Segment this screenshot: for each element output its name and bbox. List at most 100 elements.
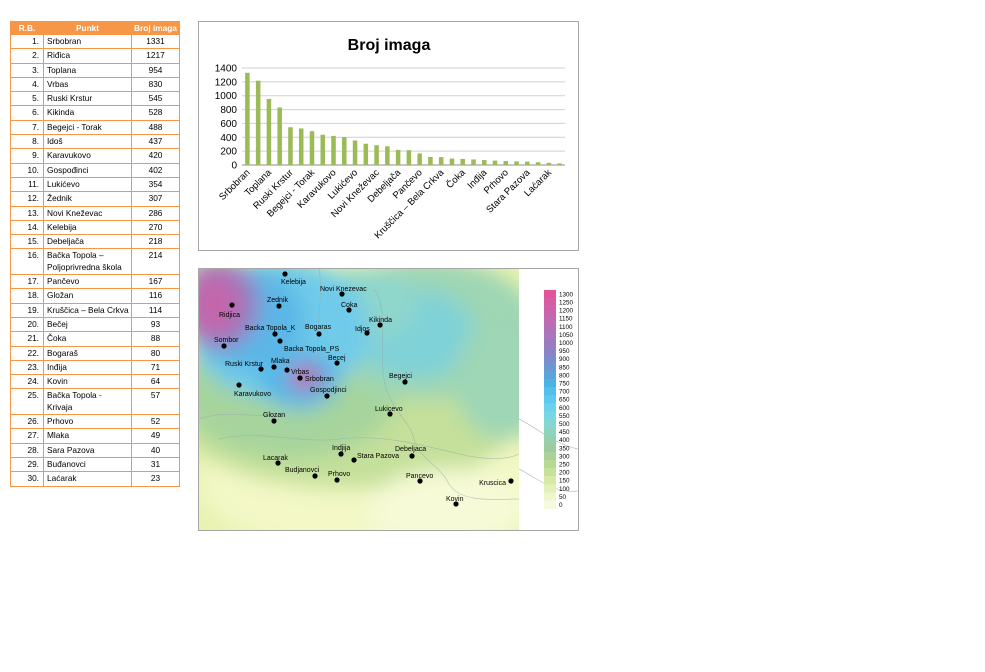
station-label: Kelebija bbox=[281, 279, 306, 286]
table-row: 21. Čoka 88 bbox=[10, 331, 180, 347]
station-dot bbox=[338, 451, 344, 457]
table-row: 18. Gložan 116 bbox=[10, 288, 180, 304]
row-punkt: Kruščica – Bela Crkva bbox=[43, 302, 132, 318]
bar bbox=[245, 72, 250, 165]
row-punkt: Srbobran bbox=[43, 33, 132, 50]
station-dot bbox=[312, 473, 318, 479]
row-number: 30. bbox=[10, 471, 44, 487]
row-broj-imaga: 167 bbox=[131, 274, 180, 290]
row-punkt: Kelebija bbox=[43, 219, 132, 236]
row-broj-imaga: 437 bbox=[131, 134, 180, 150]
row-number: 20. bbox=[10, 316, 44, 333]
row-number: 5. bbox=[10, 91, 44, 107]
y-tick-label: 1400 bbox=[215, 64, 238, 75]
row-broj-imaga: 57 bbox=[131, 388, 180, 416]
bar bbox=[492, 160, 498, 165]
legend-label: 1250 bbox=[559, 300, 574, 307]
bar bbox=[503, 161, 509, 165]
table-row: 15. Debeljača 218 bbox=[10, 234, 180, 250]
row-number: 11. bbox=[10, 176, 44, 193]
row-broj-imaga: 64 bbox=[131, 374, 180, 390]
row-number: 28. bbox=[10, 442, 44, 458]
legend-label: 950 bbox=[559, 348, 570, 355]
bar bbox=[557, 163, 562, 165]
legend-swatch bbox=[544, 362, 556, 372]
bar bbox=[460, 158, 465, 165]
legend-swatch bbox=[544, 395, 556, 404]
station-label: Backa Topola_PS bbox=[284, 346, 339, 353]
legend-label: 200 bbox=[559, 470, 570, 477]
row-number: 25. bbox=[10, 388, 44, 416]
legend-label: 850 bbox=[559, 364, 570, 371]
row-punkt: Sara Pazova bbox=[43, 442, 132, 458]
row-punkt: Prhovo bbox=[43, 414, 132, 430]
table-row: 29. Buđanovci 31 bbox=[10, 456, 180, 473]
legend-label: 500 bbox=[559, 421, 570, 428]
row-broj-imaga: 420 bbox=[131, 148, 180, 164]
bar bbox=[385, 146, 390, 165]
table-row: 10. Gospođinci 402 bbox=[10, 162, 180, 178]
row-broj-imaga: 354 bbox=[131, 176, 180, 193]
row-number: 14. bbox=[10, 219, 44, 236]
header-rb: R.B. bbox=[10, 21, 44, 35]
station-dot bbox=[272, 331, 278, 337]
bar bbox=[320, 134, 326, 165]
station-dot bbox=[334, 360, 340, 366]
bar bbox=[535, 162, 541, 165]
row-number: 7. bbox=[10, 119, 44, 136]
bar bbox=[417, 153, 422, 165]
station-label: Budjanovci bbox=[285, 467, 320, 474]
row-number: 21. bbox=[10, 331, 44, 347]
station-label: Kruscica bbox=[479, 480, 506, 487]
row-punkt: Vrbas bbox=[43, 76, 132, 93]
y-tick-label: 600 bbox=[220, 119, 237, 130]
table-row: 19. Kruščica – Bela Crkva 114 bbox=[10, 302, 180, 318]
station-dot bbox=[284, 367, 290, 373]
legend-label: 150 bbox=[559, 478, 570, 485]
table-row: 17. Pančevo 167 bbox=[10, 274, 180, 290]
legend-swatch bbox=[544, 468, 556, 477]
legend-label: 1000 bbox=[559, 340, 574, 347]
legend-label: 100 bbox=[559, 486, 570, 493]
station-dot bbox=[271, 364, 277, 370]
table-row: 7. Begejci - Torak 488 bbox=[10, 119, 180, 136]
bar bbox=[481, 160, 487, 165]
station-dot bbox=[221, 343, 227, 349]
row-number: 1. bbox=[10, 33, 44, 50]
table-row: 5. Ruski Krstur 545 bbox=[10, 91, 180, 107]
row-punkt: Čoka bbox=[43, 331, 132, 347]
legend-label: 250 bbox=[559, 462, 570, 469]
row-punkt: Begejci - Torak bbox=[43, 119, 132, 136]
row-number: 26. bbox=[10, 414, 44, 430]
bar bbox=[374, 145, 379, 165]
bars bbox=[245, 72, 562, 165]
map-legend: 1300125012001150110010501000950900850800… bbox=[544, 289, 574, 509]
bar bbox=[288, 127, 293, 165]
table-row: 8. Idoš 437 bbox=[10, 134, 180, 150]
table-row: 12. Žednik 307 bbox=[10, 191, 180, 207]
legend-label: 900 bbox=[559, 356, 570, 363]
legend-swatch bbox=[544, 338, 556, 347]
station-label: Lukicevo bbox=[375, 406, 403, 413]
table-row: 30. Laćarak 23 bbox=[10, 471, 180, 487]
row-punkt: Bogaraš bbox=[43, 345, 132, 361]
bar bbox=[514, 161, 519, 165]
row-punkt: Bačka Topola – Poljoprivredna škola bbox=[43, 248, 132, 276]
row-punkt: Buđanovci bbox=[43, 456, 132, 473]
row-broj-imaga: 49 bbox=[131, 428, 180, 444]
row-number: 4. bbox=[10, 76, 44, 93]
station-dot bbox=[229, 302, 235, 308]
row-broj-imaga: 116 bbox=[131, 288, 180, 304]
station-label: Gospodjinci bbox=[310, 387, 347, 394]
legend-swatch bbox=[544, 419, 556, 428]
station-dot bbox=[276, 303, 282, 309]
row-punkt: Mlaka bbox=[43, 428, 132, 444]
table-row: 13. Novi Kneževac 286 bbox=[10, 205, 180, 221]
legend-label: 350 bbox=[559, 445, 570, 452]
station-dot bbox=[402, 379, 408, 385]
station-dot bbox=[351, 457, 357, 463]
station-label: Novi Knezevac bbox=[320, 286, 367, 293]
station-dot bbox=[282, 271, 288, 277]
header-punkt: Punkt bbox=[43, 21, 132, 35]
row-broj-imaga: 214 bbox=[131, 248, 180, 276]
